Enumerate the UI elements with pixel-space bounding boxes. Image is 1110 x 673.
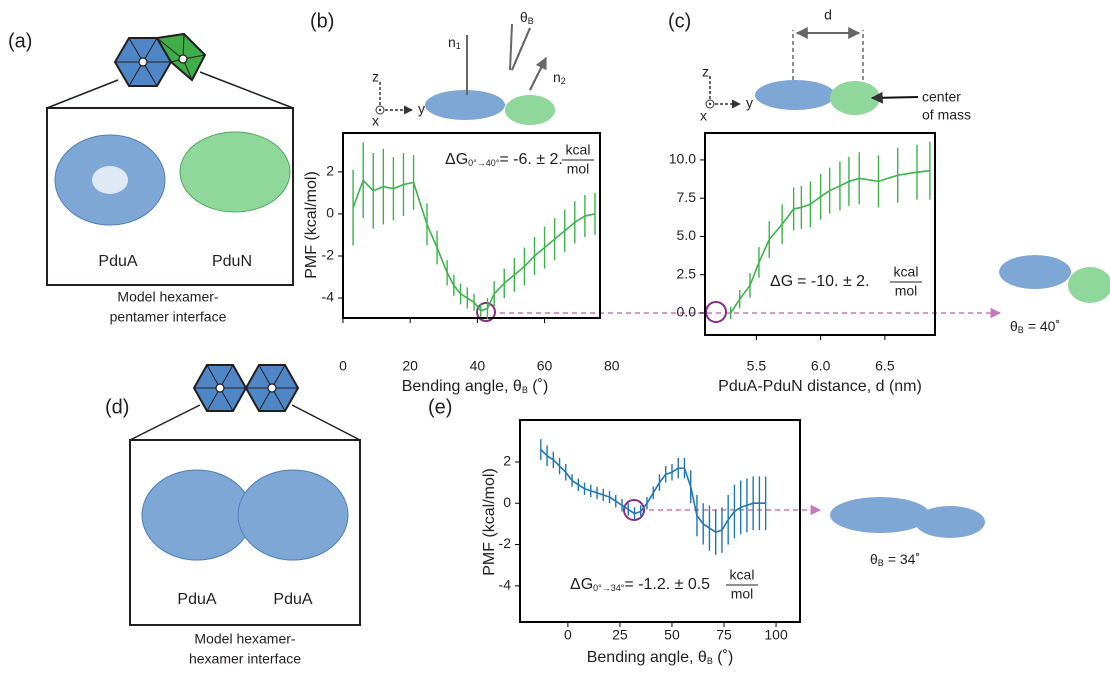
data-line — [352, 178, 596, 312]
label: of mass — [922, 107, 971, 123]
panel-c-art — [705, 27, 919, 115]
y-tick-label: 0 — [326, 205, 334, 221]
x-tick-label: 60 — [537, 358, 553, 374]
y-axis-title: PMF (kcal/mol) — [303, 171, 320, 279]
caption: pentamer interface — [110, 309, 227, 325]
x-axis-title: PduA-PduN distance, d (nm) — [718, 378, 922, 395]
caption: Model hexamer- — [117, 289, 218, 305]
y-tick-label: 10.0 — [669, 151, 696, 167]
x-tick-label: 0 — [339, 358, 347, 374]
annotation: kcal — [894, 264, 919, 280]
axis-label: z — [372, 69, 379, 85]
angle-label: θB = 34˚ — [870, 551, 920, 569]
y-tick-label: 2.5 — [677, 265, 697, 281]
y-tick-label: 7.5 — [677, 189, 697, 205]
x-tick-label: 5.5 — [747, 358, 767, 374]
label: center — [922, 89, 961, 105]
caption: Model hexamer- — [194, 631, 295, 647]
y-axis-title: PMF (kcal/mol) — [481, 468, 498, 576]
panel-d-art — [129, 364, 361, 626]
panel-label: (c) — [668, 10, 691, 32]
panel-b-art — [375, 23, 555, 125]
label: PduA — [273, 591, 312, 608]
y-tick-label: -4 — [322, 289, 335, 305]
panel-label: (d) — [105, 396, 129, 418]
caption: hexamer interface — [189, 651, 301, 667]
x-axis-title: Bending angle, θB (˚) — [402, 378, 549, 395]
axis-label: x — [700, 108, 707, 124]
x-tick-label: 100 — [764, 627, 788, 643]
x-tick-label: 40 — [470, 358, 486, 374]
annotation: ΔG0°→34°= -1.2. ± 0.5 — [570, 576, 710, 593]
annotation: mol — [567, 161, 590, 177]
panel-label: (e) — [428, 396, 452, 418]
vector-label: θB — [520, 9, 534, 27]
plot-frame — [519, 419, 801, 623]
y-tick-label: -2 — [322, 247, 335, 263]
y-tick-label: 2 — [503, 453, 511, 469]
data-line — [730, 169, 930, 314]
x-tick-label: 25 — [612, 627, 628, 643]
label: PduA — [177, 591, 216, 608]
annotation: kcal — [730, 567, 755, 583]
y-tick-label: -4 — [499, 577, 512, 593]
panel-label: (a) — [8, 30, 32, 52]
annotation: kcal — [566, 142, 591, 158]
x-tick-label: 6.0 — [811, 358, 831, 374]
result-art — [476, 255, 1110, 538]
annotation: ΔG0°→40°= -6. ± 2. — [445, 151, 563, 168]
axis-label: z — [702, 64, 709, 80]
y-tick-label: 0.0 — [677, 304, 697, 320]
y-tick-label: 0 — [503, 494, 511, 510]
axis-label: x — [372, 113, 379, 129]
x-tick-label: 0 — [564, 627, 572, 643]
x-tick-label: 75 — [716, 627, 732, 643]
vector-label: n2 — [553, 69, 566, 87]
x-tick-label: 50 — [664, 627, 680, 643]
label: d — [824, 7, 832, 23]
annotation: ΔG = -10. ± 2. — [770, 273, 870, 290]
angle-label: θB = 40˚ — [1010, 318, 1060, 336]
y-tick-label: 5.0 — [677, 227, 697, 243]
vector-label: n1 — [448, 34, 461, 52]
x-tick-label: 80 — [604, 358, 620, 374]
y-tick-label: 2 — [326, 163, 334, 179]
axis-label: y — [418, 101, 425, 117]
x-tick-label: 20 — [402, 358, 418, 374]
plot-frame — [342, 132, 601, 319]
label: PduA — [98, 253, 137, 270]
panel-a-art — [46, 32, 294, 286]
annotation: mol — [895, 283, 918, 299]
axis-label: y — [746, 95, 753, 111]
panel-label: (b) — [310, 10, 334, 32]
x-tick-label: 6.5 — [875, 358, 895, 374]
label: PduN — [212, 253, 252, 270]
x-axis-title: Bending angle, θB (˚) — [587, 649, 734, 666]
annotation: mol — [731, 586, 754, 602]
y-tick-label: -2 — [499, 535, 512, 551]
plot-frame — [704, 132, 936, 336]
